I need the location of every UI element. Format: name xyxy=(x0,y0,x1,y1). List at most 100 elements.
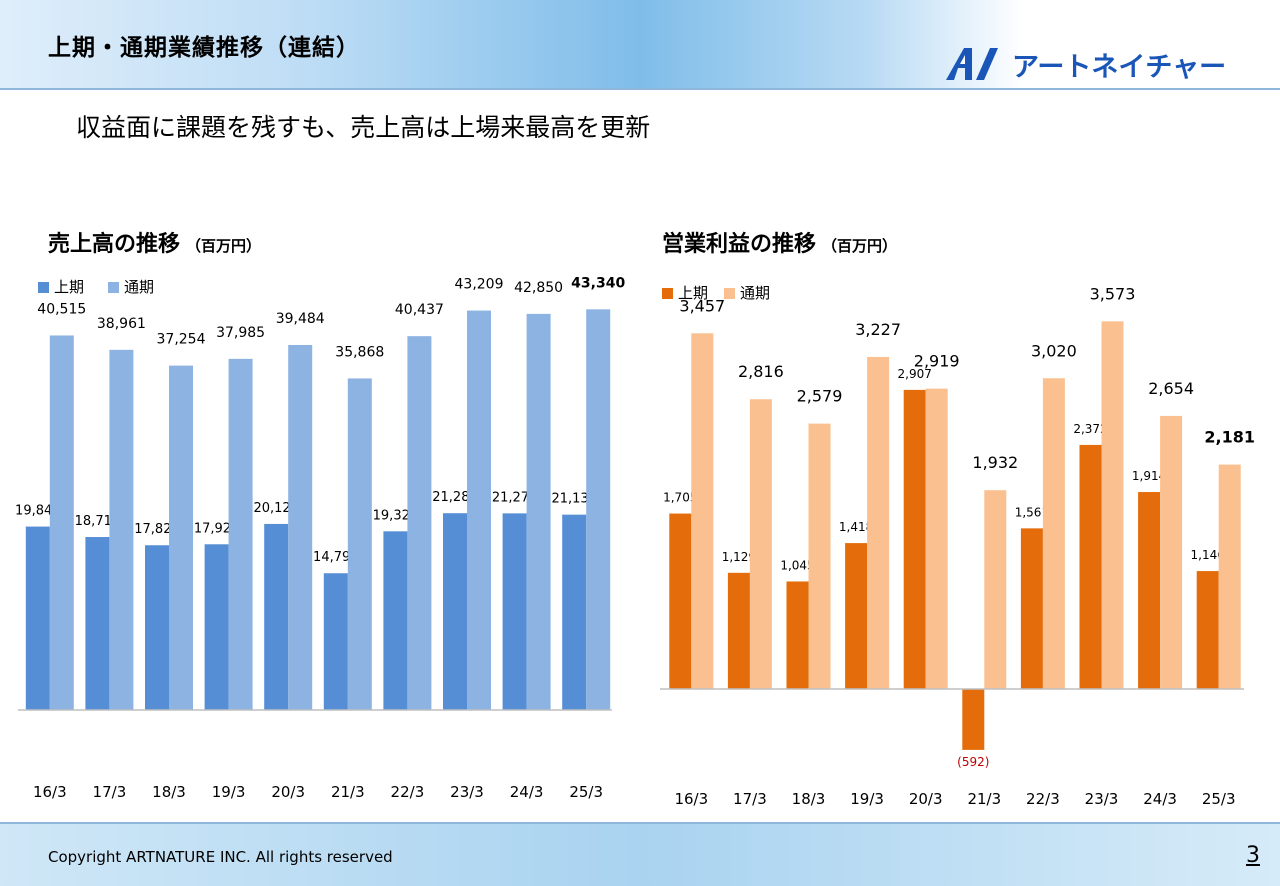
full-year-bar-18-3 xyxy=(808,423,831,689)
first-half-label-19-3: 17,927 xyxy=(194,521,240,536)
header-band xyxy=(0,0,1280,88)
category-label-22-3: 22/3 xyxy=(391,783,425,801)
first-half-bar-17-3 xyxy=(85,537,110,710)
full-year-bar-20-3 xyxy=(925,388,948,689)
first-half-label-19-3: 1,418 xyxy=(839,520,873,534)
full-year-bar-24-3 xyxy=(526,313,551,710)
category-label-24-3: 24/3 xyxy=(510,783,544,801)
first-half-label-25-3: 21,131 xyxy=(551,492,597,507)
sales-chart-title: 売上高の推移 （百万円） xyxy=(48,226,261,258)
full-year-label-19-3: 37,985 xyxy=(216,325,265,341)
category-label-22-3: 22/3 xyxy=(1026,790,1060,808)
first-half-bar-21-3 xyxy=(962,688,985,750)
first-half-bar-20-3 xyxy=(264,523,289,710)
full-year-bar-19-3 xyxy=(867,356,890,689)
legend-swatch-first-half xyxy=(38,282,49,293)
first-half-label-23-3: 21,288 xyxy=(432,490,478,505)
full-year-label-25-3: 2,181 xyxy=(1204,428,1255,447)
header-divider xyxy=(0,88,1280,90)
full-year-bar-25-3 xyxy=(1218,464,1241,689)
category-label-18-3: 18/3 xyxy=(792,790,826,808)
first-half-bar-23-3 xyxy=(1079,444,1102,689)
category-label-24-3: 24/3 xyxy=(1143,790,1177,808)
full-year-bar-25-3 xyxy=(586,309,611,710)
full-year-bar-21-3 xyxy=(347,378,372,710)
category-label-23-3: 23/3 xyxy=(450,783,484,801)
copyright-text: Copyright ARTNATURE INC. All rights rese… xyxy=(48,848,393,866)
first-half-label-20-3: 20,126 xyxy=(253,501,299,516)
category-label-21-3: 21/3 xyxy=(967,790,1001,808)
first-half-label-22-3: 19,329 xyxy=(373,508,419,523)
full-year-label-23-3: 3,573 xyxy=(1090,284,1136,303)
full-year-label-21-3: 1,932 xyxy=(972,453,1018,472)
full-year-label-22-3: 3,020 xyxy=(1031,341,1077,360)
first-half-label-23-3: 2,372 xyxy=(1073,422,1107,436)
category-label-17-3: 17/3 xyxy=(93,783,127,801)
full-year-bar-17-3 xyxy=(109,349,134,710)
full-year-label-16-3: 40,515 xyxy=(37,301,86,317)
first-half-label-20-3: 2,907 xyxy=(898,367,932,381)
first-half-label-25-3: 1,146 xyxy=(1191,548,1225,562)
first-half-label-18-3: 1,045 xyxy=(780,558,814,572)
legend-swatch-first-half xyxy=(662,288,673,299)
slide-title: 上期・通期業績推移（連結） xyxy=(48,35,360,61)
sales-unit-text: （百万円） xyxy=(186,237,262,255)
first-half-bar-17-3 xyxy=(727,572,750,689)
full-year-label-16-3: 3,457 xyxy=(679,296,725,315)
full-year-bar-22-3 xyxy=(407,336,432,710)
category-label-19-3: 19/3 xyxy=(850,790,884,808)
category-label-25-3: 25/3 xyxy=(569,783,603,801)
category-label-19-3: 19/3 xyxy=(212,783,246,801)
full-year-bar-16-3 xyxy=(49,335,74,710)
category-label-20-3: 20/3 xyxy=(271,783,305,801)
first-half-bar-20-3 xyxy=(903,389,926,689)
first-half-bar-18-3 xyxy=(786,581,809,689)
category-label-16-3: 16/3 xyxy=(33,783,67,801)
first-half-bar-24-3 xyxy=(502,513,527,710)
first-half-bar-19-3 xyxy=(845,543,868,689)
full-year-label-19-3: 3,227 xyxy=(855,320,901,339)
first-half-bar-25-3 xyxy=(1196,571,1219,689)
footer-divider xyxy=(0,822,1280,824)
footer-band xyxy=(0,822,1280,886)
category-label-17-3: 17/3 xyxy=(733,790,767,808)
first-half-label-24-3: 1,914 xyxy=(1132,469,1166,483)
full-year-bar-23-3 xyxy=(1101,321,1124,689)
legend-label-full-year: 通期 xyxy=(124,278,154,296)
category-label-18-3: 18/3 xyxy=(152,783,186,801)
category-label-20-3: 20/3 xyxy=(909,790,943,808)
first-half-bar-18-3 xyxy=(145,545,169,710)
full-year-bar-23-3 xyxy=(467,310,491,710)
op-title-text: 営業利益の推移 xyxy=(662,232,817,257)
full-year-label-18-3: 37,254 xyxy=(157,332,206,348)
first-half-label-18-3: 17,822 xyxy=(134,522,180,537)
full-year-bar-22-3 xyxy=(1042,378,1065,689)
slide-subtitle: 収益面に課題を残すも、売上高は上場来最高を更新 xyxy=(76,113,651,142)
full-year-label-17-3: 2,816 xyxy=(738,362,784,381)
op-unit-text: （百万円） xyxy=(822,237,898,255)
full-year-label-24-3: 2,654 xyxy=(1148,379,1194,398)
first-half-bar-22-3 xyxy=(383,531,408,710)
legend-label-full-year: 通期 xyxy=(740,284,770,302)
full-year-bar-21-3 xyxy=(984,490,1007,689)
first-half-label-17-3: 1,129 xyxy=(722,550,756,564)
first-half-bar-19-3 xyxy=(204,544,229,710)
full-year-label-20-3: 2,919 xyxy=(914,352,960,371)
legend-swatch-full-year xyxy=(108,282,119,293)
first-half-label-16-3: 19,842 xyxy=(15,504,61,519)
first-half-label-24-3: 21,270 xyxy=(492,490,538,505)
first-half-bar-24-3 xyxy=(1138,492,1161,689)
first-half-label-16-3: 1,705 xyxy=(663,491,697,505)
first-half-label-17-3: 18,711 xyxy=(75,514,121,529)
sales-title-text: 売上高の推移 xyxy=(48,232,181,257)
full-year-label-23-3: 43,209 xyxy=(455,277,504,293)
page-number: 3 xyxy=(1246,843,1260,868)
full-year-label-20-3: 39,484 xyxy=(276,311,325,327)
logo-text: アートネイチャー xyxy=(1012,52,1226,83)
legend-label-first-half: 上期 xyxy=(678,284,708,302)
first-half-bar-16-3 xyxy=(25,526,50,710)
first-half-label-22-3: 1,561 xyxy=(1015,505,1049,519)
full-year-bar-17-3 xyxy=(749,399,772,689)
full-year-bar-18-3 xyxy=(169,365,193,710)
operating-profit-chart: 上期 通期 1,705 3,457 16/3 1,129 2,816 17/3 1,045 2,5… xyxy=(660,284,1255,808)
